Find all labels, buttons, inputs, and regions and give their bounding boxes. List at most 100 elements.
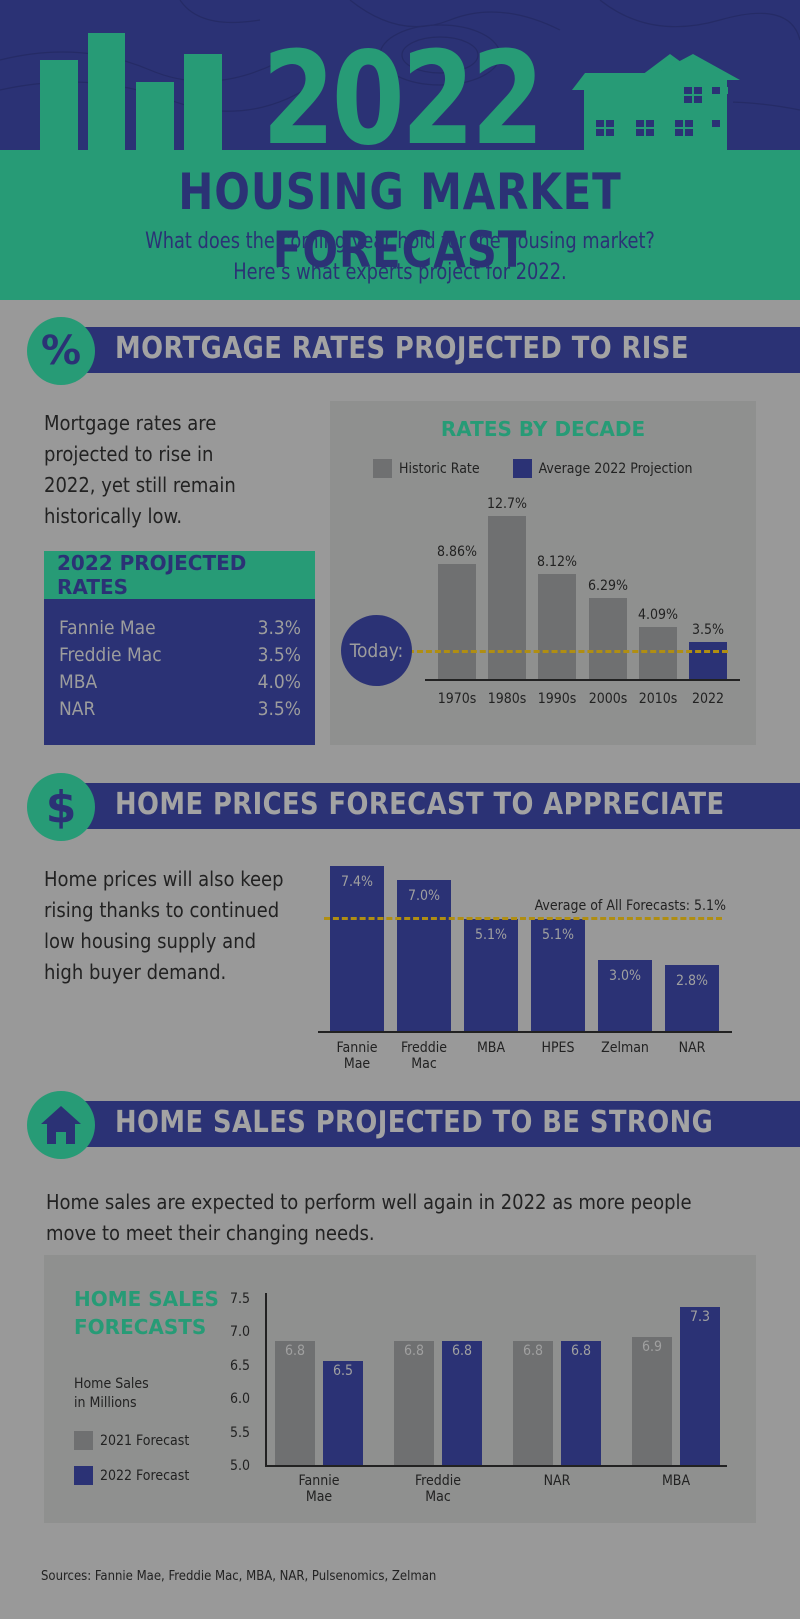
x-axis (318, 1031, 732, 1033)
rate-row: Freddie Mac 3.5% (59, 642, 301, 669)
projected-rates-list: Fannie Mae 3.3% Freddie Mac 3.5% MBA 4.0% N… (44, 599, 315, 745)
hero-bar-4 (184, 54, 222, 150)
bar-2022 (689, 642, 727, 679)
text-line: 2022, yet still remain (44, 473, 236, 497)
y-axis (265, 1293, 267, 1467)
x-label: Freddie Mac (400, 1040, 448, 1072)
section-title: HOME PRICES FORECAST TO APPRECIATE (115, 787, 725, 822)
x-label: 1980s (487, 691, 527, 707)
bar-zelman: 3.0% (598, 960, 652, 1031)
bar-freddie-2021: 6.8 (394, 1341, 434, 1465)
x-label: MBA (476, 1040, 506, 1056)
home-sales-description: Home sales are expected to perform well … (46, 1187, 766, 1249)
projected-rates-box: 2022 PROJECTED RATES Fannie Mae 3.3% Fred… (44, 551, 315, 745)
x-label: NAR (543, 1473, 571, 1489)
bar-hpes: 5.1% (531, 919, 585, 1031)
text-line: Home sales are expected to perform well … (46, 1190, 692, 1214)
bar-value: 2.8% (676, 973, 708, 989)
bar-mba: 5.1% (464, 919, 518, 1031)
unit-label: Home Sales in Millions (74, 1376, 149, 1411)
hero-bar-2 (88, 33, 125, 150)
x-label: Zelman (601, 1040, 649, 1056)
bar-mba-2022: 7.3 (680, 1307, 720, 1465)
text-line: high buyer demand. (44, 960, 227, 984)
bar-2000s (589, 598, 627, 679)
house-icon (27, 1091, 95, 1159)
y-tick: 7.0 (230, 1324, 251, 1340)
legend-swatch-2021 (74, 1431, 93, 1450)
dollar-icon: $ (27, 773, 95, 841)
projected-rates-title: 2022 PROJECTED RATES (44, 551, 315, 599)
home-prices-chart: 7.4% 7.0% 5.1% 5.1% 3.0% 2.8% Average of… (318, 860, 738, 1075)
x-label: 1970s (437, 691, 477, 707)
house-glyph-icon (41, 1106, 81, 1144)
rates-by-decade-chart: RATES BY DECADE Historic Rate Average 20… (330, 401, 756, 745)
bar-1970s (438, 564, 476, 679)
text-line: Mortgage rates are (44, 411, 217, 435)
bar-value: 8.12% (536, 554, 577, 570)
legend-swatch-historic (373, 459, 392, 478)
hero-green-band (0, 150, 800, 300)
chart-legend: Historic Rate Average 2022 Projection (373, 459, 693, 478)
bar-nar-2021: 6.8 (513, 1341, 553, 1465)
hero-subtitle: What does the coming year hold for the h… (40, 226, 760, 288)
bar-nar: 2.8% (665, 965, 719, 1031)
bar-value: 3.0% (609, 968, 641, 984)
average-forecast-label: Average of All Forecasts: 5.1% (534, 898, 726, 914)
text-line: low housing supply and (44, 929, 257, 953)
hero-subtitle-line-1: What does the coming year hold for the h… (145, 229, 655, 254)
text-line: rising thanks to continued (44, 898, 280, 922)
rate-value: 4.0% (257, 671, 301, 693)
rate-value: 3.5% (257, 698, 301, 720)
x-label: 1990s (537, 691, 577, 707)
hero-bar-1 (40, 60, 78, 150)
x-label: HPES (541, 1040, 575, 1056)
bar-mba-2021: 6.9 (632, 1337, 672, 1465)
rate-source: MBA (59, 671, 98, 693)
rate-row: MBA 4.0% (59, 669, 301, 696)
y-tick: 7.5 (230, 1291, 251, 1307)
section-title: HOME SALES PROJECTED TO BE STRONG (115, 1105, 714, 1140)
bar-fannie-mae: 7.4% (330, 866, 384, 1031)
x-label: Fannie Mae (298, 1473, 340, 1505)
x-label: NAR (678, 1040, 706, 1056)
rate-source: NAR (59, 698, 96, 720)
section-header-home-sales: HOME SALES PROJECTED TO BE STRONG (60, 1101, 800, 1147)
sources-footnote: Sources: Fannie Mae, Freddie Mac, MBA, N… (41, 1569, 437, 1584)
bar-nar-2022: 6.8 (561, 1341, 601, 1465)
legend-swatch-projection (512, 459, 532, 478)
rate-value: 3.3% (257, 617, 301, 639)
bar-fannie-2022: 6.5 (323, 1361, 363, 1465)
rate-source: Fannie Mae (59, 617, 156, 639)
chart-title: RATES BY DECADE (440, 417, 646, 441)
x-axis (425, 679, 740, 681)
y-tick: 5.5 (230, 1425, 251, 1441)
section-header-mortgage-rates: MORTGAGE RATES PROJECTED TO RISE (60, 327, 800, 373)
bar-value: 7.0% (408, 888, 440, 904)
legend-2021: 2021 Forecast (74, 1431, 189, 1450)
rate-row: NAR 3.5% (59, 696, 301, 723)
rate-value: 3.5% (257, 644, 301, 666)
bar-1980s (488, 516, 526, 679)
x-label: MBA (661, 1473, 691, 1489)
x-label: Freddie Mac (414, 1473, 462, 1505)
home-prices-description: Home prices will also keep rising thanks… (44, 864, 314, 988)
percent-icon: % (27, 317, 95, 385)
page-title: HOUSING MARKET FORECAST (178, 163, 622, 279)
today-marker: Today: (341, 615, 412, 686)
section-header-home-prices: HOME PRICES FORECAST TO APPRECIATE (60, 783, 800, 829)
rate-row: Fannie Mae 3.3% (59, 615, 301, 642)
legend-label: Average 2022 Projection (538, 460, 693, 477)
text-line: projected to rise in (44, 442, 214, 466)
bar-value: 12.7% (486, 496, 527, 512)
bar-freddie-2022: 6.8 (442, 1341, 482, 1465)
x-label: 2010s (638, 691, 678, 707)
bar-fannie-2021: 6.8 (275, 1341, 315, 1465)
legend-label: Historic Rate (399, 460, 480, 477)
y-tick: 5.0 (230, 1458, 251, 1474)
bar-value: 6.29% (587, 578, 628, 594)
bar-value: 7.4% (341, 874, 373, 890)
hero-banner (0, 0, 800, 150)
y-tick: 6.0 (230, 1391, 251, 1407)
legend-swatch-2022 (74, 1466, 93, 1485)
